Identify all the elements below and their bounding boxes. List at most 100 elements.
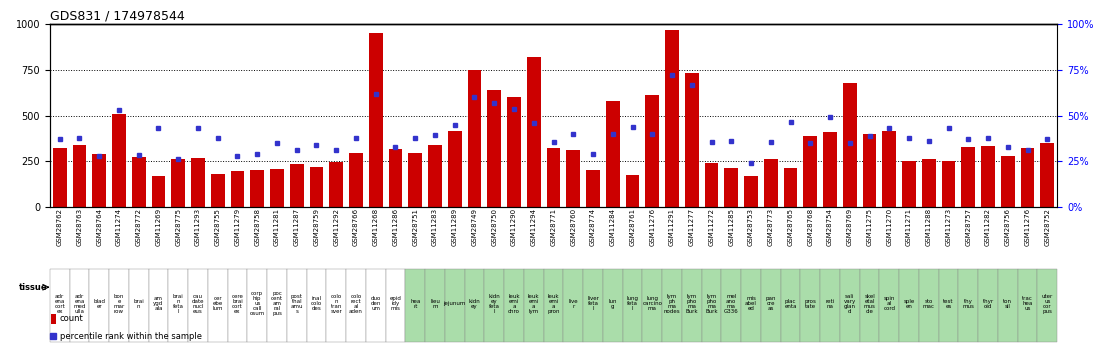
Bar	[685, 72, 699, 207]
Text: plac
enta: plac enta	[784, 299, 797, 309]
Text: GSM28760: GSM28760	[570, 208, 577, 246]
Text: lung
feta
l: lung feta l	[627, 296, 639, 312]
Bar	[247, 269, 267, 342]
Bar	[662, 269, 682, 342]
Bar	[465, 269, 485, 342]
Text: liver
feta
l: liver feta l	[587, 296, 599, 312]
Bar	[979, 269, 997, 342]
Bar	[860, 269, 879, 342]
Bar	[804, 136, 817, 207]
Text: brai
n
feta
l: brai n feta l	[173, 294, 184, 314]
Bar	[230, 171, 245, 207]
Bar	[547, 148, 560, 207]
Bar	[485, 269, 504, 342]
Text: pros
tate: pros tate	[805, 299, 816, 309]
Bar	[742, 269, 761, 342]
Text: colo
n
tran
sver: colo n tran sver	[330, 294, 342, 314]
Text: kidn
ey
feta
l: kidn ey feta l	[488, 294, 500, 314]
Text: GSM28772: GSM28772	[136, 208, 142, 246]
Text: GSM28766: GSM28766	[353, 208, 359, 246]
Bar	[784, 168, 797, 207]
Text: bon
e
mar
row: bon e mar row	[113, 294, 125, 314]
Bar	[365, 269, 385, 342]
Text: leuk
emi
a
pron: leuk emi a pron	[547, 294, 560, 314]
Text: skel
etal
mus
cle: skel etal mus cle	[863, 294, 876, 314]
Text: adr
ena
cort
ex: adr ena cort ex	[54, 294, 65, 314]
Bar	[645, 96, 659, 207]
Text: mel
ano
ma
G336: mel ano ma G336	[724, 294, 738, 314]
Bar	[981, 146, 995, 207]
Text: GDS831 / 174978544: GDS831 / 174978544	[50, 10, 185, 23]
Text: live
r: live r	[568, 299, 578, 309]
Text: post
thal
amu
s: post thal amu s	[290, 294, 303, 314]
Bar	[369, 33, 383, 207]
Bar	[1021, 148, 1034, 207]
Text: GSM11289: GSM11289	[452, 208, 457, 246]
Text: GSM28753: GSM28753	[748, 208, 754, 246]
Text: reti
na: reti na	[826, 299, 835, 309]
Text: ton
sil: ton sil	[1003, 299, 1012, 309]
Bar	[761, 269, 780, 342]
Text: tissue: tissue	[19, 283, 48, 292]
Bar	[744, 176, 758, 207]
Text: GSM11290: GSM11290	[511, 208, 517, 246]
Text: epid
idy
mis: epid idy mis	[390, 296, 402, 312]
Bar	[879, 269, 899, 342]
Text: GSM28762: GSM28762	[56, 208, 63, 246]
Bar	[152, 176, 165, 207]
Text: inal
colo
des: inal colo des	[311, 296, 322, 312]
Bar	[702, 269, 722, 342]
Text: GSM11283: GSM11283	[432, 208, 438, 246]
Bar	[563, 269, 583, 342]
Text: GSM11268: GSM11268	[373, 208, 379, 246]
Text: uter
us
cor
pus: uter us cor pus	[1042, 294, 1053, 314]
Text: GSM28761: GSM28761	[630, 208, 635, 246]
Bar	[425, 269, 445, 342]
Text: GSM11276: GSM11276	[1025, 208, 1031, 246]
Text: count: count	[60, 314, 83, 323]
Bar	[51, 314, 56, 324]
Text: duo
den
um: duo den um	[371, 296, 381, 312]
Text: lym
pho
ma
Burk: lym pho ma Burk	[705, 294, 717, 314]
Bar	[842, 83, 857, 207]
Bar	[92, 154, 106, 207]
Text: cer
ebe
lum: cer ebe lum	[213, 296, 223, 312]
Text: cere
brai
cort
ex: cere brai cort ex	[231, 294, 244, 314]
Text: adr
ena
med
ulla: adr ena med ulla	[73, 294, 85, 314]
Text: GSM11275: GSM11275	[867, 208, 872, 246]
Text: cau
date
nucl
eus: cau date nucl eus	[192, 294, 204, 314]
Bar	[250, 170, 265, 207]
Bar	[270, 169, 283, 207]
Text: brai
n: brai n	[133, 299, 144, 309]
Bar	[349, 153, 363, 207]
Bar	[682, 269, 702, 342]
Text: GSM28749: GSM28749	[472, 208, 477, 246]
Text: test
es: test es	[943, 299, 954, 309]
Bar	[961, 147, 975, 207]
Text: GSM28773: GSM28773	[768, 208, 774, 246]
Bar	[73, 145, 86, 207]
Text: GSM11270: GSM11270	[887, 208, 892, 246]
Bar	[922, 159, 935, 207]
Bar	[168, 269, 188, 342]
Text: GSM28771: GSM28771	[550, 208, 557, 246]
Text: GSM11277: GSM11277	[689, 208, 695, 246]
Bar	[310, 167, 323, 207]
Bar	[307, 269, 327, 342]
Text: GSM28758: GSM28758	[255, 208, 260, 246]
Text: GSM28764: GSM28764	[96, 208, 102, 246]
Bar	[1001, 156, 1015, 207]
Text: GSM28769: GSM28769	[847, 208, 852, 246]
Bar	[583, 269, 603, 342]
Text: thyr
oid: thyr oid	[983, 299, 994, 309]
Bar	[148, 269, 168, 342]
Text: GSM28756: GSM28756	[1005, 208, 1011, 246]
Bar	[210, 174, 225, 207]
Bar	[428, 145, 442, 207]
Bar	[172, 159, 185, 207]
Bar	[899, 269, 919, 342]
Text: GSM11273: GSM11273	[945, 208, 952, 246]
Text: poc
cent
am
ral
pus: poc cent am ral pus	[271, 292, 283, 316]
Bar	[445, 269, 465, 342]
Bar	[1017, 269, 1037, 342]
